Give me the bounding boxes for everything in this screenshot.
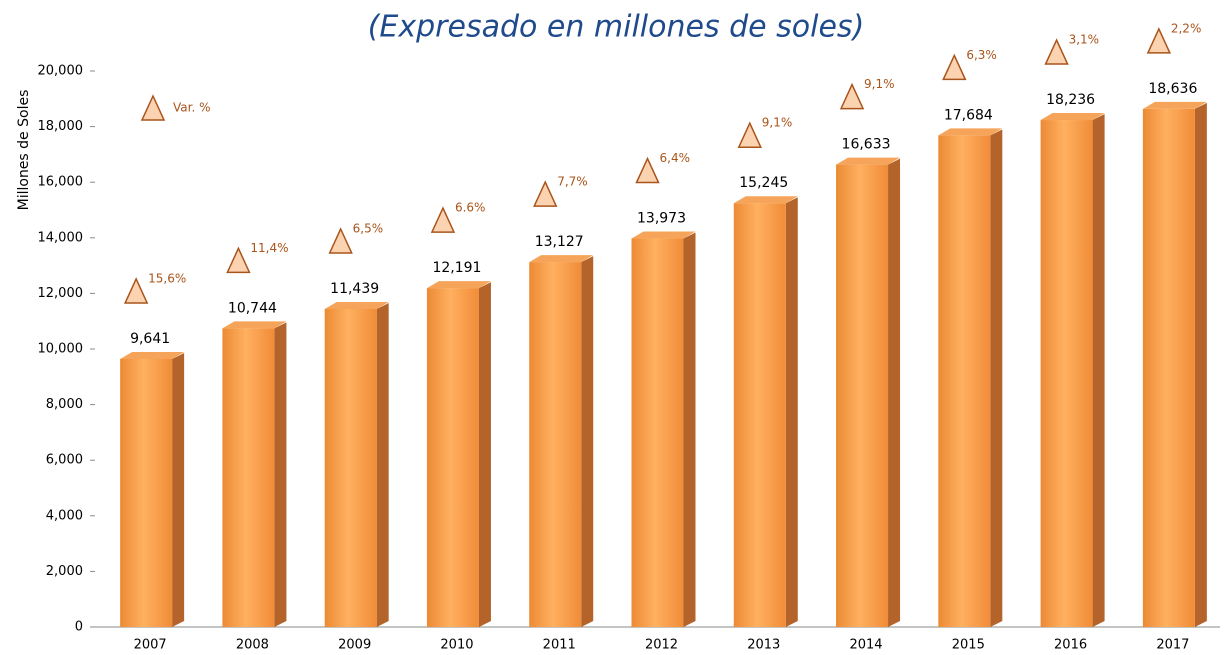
x-tick-label: 2013 <box>747 638 780 653</box>
variation-label: 9,1% <box>864 77 895 91</box>
bar-top <box>324 301 389 309</box>
value-label: 18,236 <box>1046 92 1095 108</box>
bar <box>733 203 786 627</box>
x-tick-label: 2017 <box>1156 638 1189 653</box>
bar-side <box>172 352 185 627</box>
value-label: 11,439 <box>330 281 379 297</box>
variation-label: 6,4% <box>660 151 691 165</box>
bar <box>529 262 582 627</box>
y-tick-label: 16,000 <box>38 175 84 190</box>
legend-label: Var. % <box>173 101 211 115</box>
bar-top <box>1142 101 1207 109</box>
y-tick-label: 10,000 <box>38 342 84 357</box>
x-tick-label: 2016 <box>1054 638 1087 653</box>
bar-side <box>376 302 389 627</box>
variation-label: 3,1% <box>1069 33 1100 47</box>
bar-side <box>888 158 901 627</box>
value-label: 17,684 <box>944 107 993 123</box>
bar <box>938 135 991 627</box>
variation-icon <box>942 53 967 81</box>
variation-label: 6,5% <box>353 221 384 235</box>
variation-icon <box>226 246 251 274</box>
bar <box>1040 120 1093 628</box>
variation-label: 2,2% <box>1171 21 1202 35</box>
legend-icon <box>140 94 166 121</box>
bar <box>426 288 479 627</box>
y-tick-label: 0 <box>75 620 83 635</box>
bar-side <box>274 322 287 627</box>
x-tick-label: 2014 <box>849 638 882 653</box>
bar-side <box>785 197 798 627</box>
x-tick-label: 2009 <box>338 638 371 653</box>
variation-label: 15,6% <box>148 271 186 285</box>
bar-top <box>631 231 696 239</box>
bar-side <box>1092 114 1105 628</box>
y-tick-label: 6,000 <box>46 453 83 468</box>
bar-top <box>426 281 491 289</box>
bar <box>631 238 684 627</box>
x-tick-label: 2010 <box>440 638 473 653</box>
x-tick-label: 2008 <box>236 638 269 653</box>
variation-icon <box>839 82 865 110</box>
bar <box>836 164 889 627</box>
bar-top <box>836 157 901 165</box>
variation-label: 9,1% <box>762 116 793 130</box>
bar-side <box>990 129 1003 627</box>
bar-top <box>222 321 287 329</box>
variation-icon <box>533 180 558 207</box>
x-tick-label: 2007 <box>134 638 167 653</box>
value-label: 12,191 <box>432 260 481 276</box>
x-tick-label: 2012 <box>645 638 678 653</box>
bar-top <box>733 196 798 204</box>
y-tick-label: 12,000 <box>38 286 84 301</box>
y-tick-label: 18,000 <box>38 119 84 134</box>
y-axis-label: Millones de Soles <box>16 90 32 211</box>
y-tick-label: 20,000 <box>38 64 84 79</box>
bar <box>120 358 173 627</box>
value-label: 9,641 <box>130 331 170 347</box>
x-tick-label: 2015 <box>952 638 985 653</box>
variation-icon <box>328 227 353 254</box>
bar-top <box>529 255 594 263</box>
y-tick-label: 14,000 <box>38 230 84 245</box>
value-label: 13,973 <box>637 211 686 227</box>
chart-title: (Expresado en millones de soles) <box>368 10 865 45</box>
y-tick-label: 4,000 <box>46 508 83 523</box>
bar-side <box>1194 102 1207 628</box>
value-label: 10,744 <box>228 300 277 316</box>
variation-icon <box>123 277 149 304</box>
y-tick-label: 8,000 <box>46 397 83 412</box>
bar <box>324 308 377 627</box>
variation-label: 6,3% <box>966 48 997 62</box>
x-tick-label: 2011 <box>543 638 576 653</box>
variation-label: 7,7% <box>557 175 588 189</box>
variation-icon <box>430 206 456 233</box>
bar-side <box>683 232 696 627</box>
bar-top <box>938 128 1003 136</box>
bar-top <box>1040 113 1105 121</box>
variation-label: 11,4% <box>250 241 288 255</box>
variation-icon <box>1146 27 1172 54</box>
variation-icon <box>635 156 660 184</box>
bar <box>222 328 275 627</box>
variation-icon <box>737 121 762 148</box>
value-label: 15,245 <box>739 175 788 191</box>
variation-label: 6.6% <box>455 201 486 215</box>
value-label: 18,636 <box>1148 81 1197 97</box>
value-label: 13,127 <box>535 234 584 250</box>
variation-icon <box>1044 38 1069 65</box>
bar <box>1142 108 1195 628</box>
bar-side <box>478 282 491 627</box>
y-tick-label: 2,000 <box>46 564 83 579</box>
bar-side <box>581 256 594 627</box>
bar-top <box>120 351 185 359</box>
value-label: 16,633 <box>842 137 891 153</box>
